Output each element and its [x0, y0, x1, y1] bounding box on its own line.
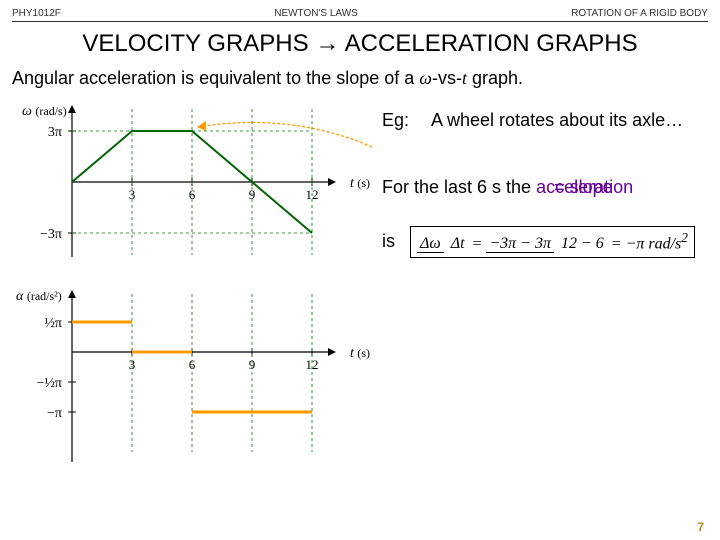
frac-lhs: Δω Δt [417, 236, 468, 253]
eq-rhs: = −π rad/s [611, 235, 682, 252]
svg-text:12: 12 [306, 357, 319, 372]
intro-c: graph. [467, 68, 523, 88]
top-ylabel: ω (rad/s) [22, 104, 67, 119]
svg-text:6: 6 [189, 357, 196, 372]
svg-text:9: 9 [249, 357, 256, 372]
eg-text: A wheel rotates about its axle… [431, 109, 701, 132]
for-slope: = slope [554, 176, 613, 199]
top-ytick-neg: −3π [40, 227, 62, 242]
title-arrow: → [315, 30, 339, 57]
graph-area: ω (rad/s) 3π −3π 3 6 9 12 t (s) [12, 97, 382, 517]
is-block: is Δω Δt = −3π − 3π 12 − 6 = −π rad/s2 [382, 226, 712, 258]
page-title: VELOCITY GRAPHS → ACCELERATION GRAPHS [12, 30, 708, 58]
example-block: Eg: A wheel rotates about its axle… [382, 109, 712, 132]
for-a: For the last 6 s the [382, 177, 536, 197]
header-right: ROTATION OF A RIGID BODY [571, 8, 708, 19]
bot-ylabel: α (rad/s²) [16, 289, 62, 304]
lhs-den: Δt [448, 235, 468, 252]
eq-sup: 2 [681, 230, 688, 245]
title-a: VELOCITY GRAPHS [82, 30, 315, 57]
top-xlabel: t (s) [350, 176, 370, 191]
header-left: PHY1012F [12, 8, 61, 19]
graphs-svg: ω (rad/s) 3π −3π 3 6 9 12 t (s) [12, 97, 382, 497]
title-b: ACCELERATION GRAPHS [339, 30, 637, 57]
bot-xlabel: t (s) [350, 346, 370, 361]
svg-text:3: 3 [129, 357, 136, 372]
lhs-num: Δω [417, 235, 444, 253]
bot-yt-1: ½π [44, 316, 62, 331]
header-center: NEWTON'S LAWS [274, 8, 358, 19]
omega-symbol: ω [419, 68, 432, 88]
intro-text: Angular acceleration is equivalent to th… [12, 68, 708, 89]
intro-b: -vs- [432, 68, 462, 88]
mid-den: 12 − 6 [558, 235, 607, 252]
text-area: Eg: A wheel rotates about its axle… For … [382, 97, 712, 517]
bot-yt-2: −½π [37, 376, 62, 391]
mid-num: −3π − 3π [486, 235, 554, 253]
eg-label: Eg: [382, 109, 426, 132]
frac-mid: −3π − 3π 12 − 6 [486, 236, 606, 253]
equation-box: Δω Δt = −3π − 3π 12 − 6 = −π rad/s2 [410, 226, 695, 258]
bot-yt-3: −π [47, 406, 62, 421]
top-ytick-pos: 3π [48, 125, 62, 140]
for-block: For the last 6 s the acceleration = slop… [382, 176, 712, 199]
intro-a: Angular acceleration is equivalent to th… [12, 68, 419, 88]
is-label: is [382, 231, 395, 251]
page-number: 7 [697, 520, 704, 534]
